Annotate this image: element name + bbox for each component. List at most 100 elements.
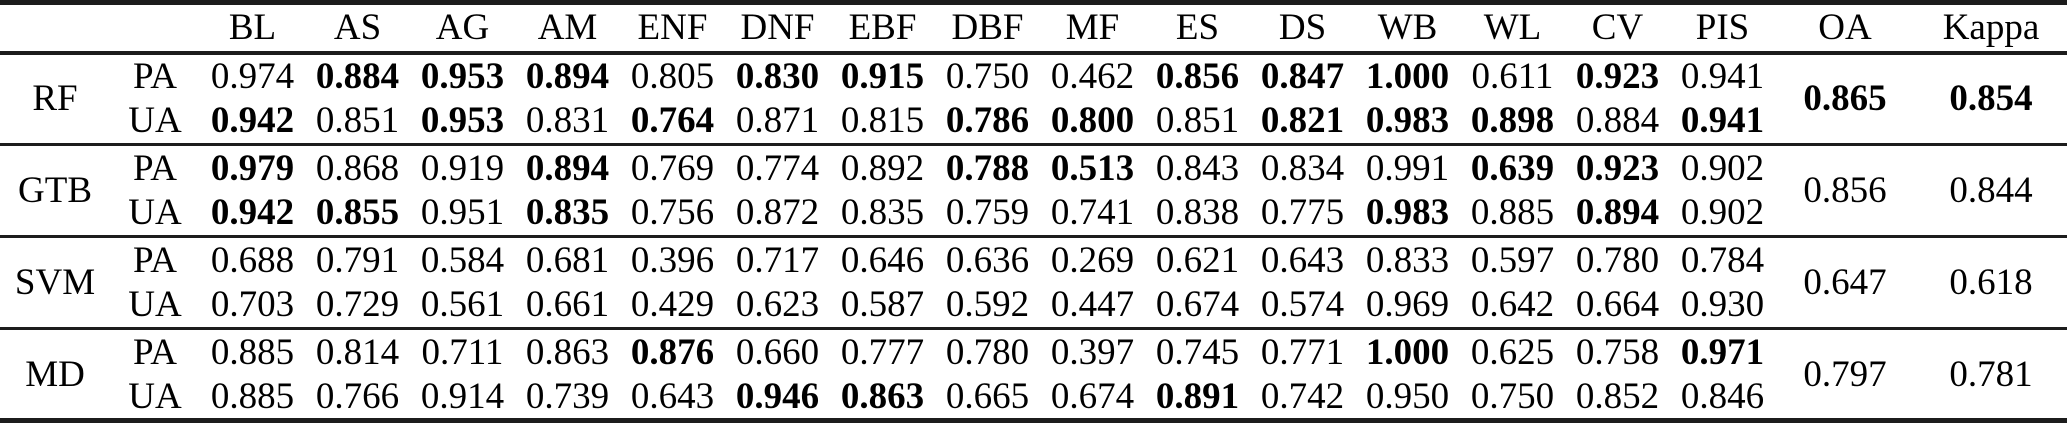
value-cell: 0.775 — [1260, 192, 1345, 234]
column-header-mf: MF — [1040, 2, 1145, 55]
value-cell: 0.953 — [420, 100, 505, 142]
value-cell: 0.574 — [1260, 284, 1345, 326]
value-cell: 0.894 — [525, 56, 610, 97]
value-cell: 0.513 — [1040, 143, 1145, 191]
table-header: BL AS AG AM ENF DNF EBF DBF MF ES DS WB WL CV PIS OA Kap… — [0, 2, 2067, 55]
value-cell: 0.923 — [1565, 143, 1670, 191]
value-cell: 0.664 — [1575, 284, 1660, 326]
metric-label: UA — [128, 100, 182, 142]
value-cell: 0.429 — [630, 284, 715, 326]
value-cell: 0.835 — [840, 192, 925, 234]
value-cell: 0.884 — [1575, 100, 1660, 142]
column-header-kappa: Kappa — [1915, 2, 2067, 55]
value-cell: 0.991 — [1355, 143, 1460, 191]
table-row-rf-pa: RF PA 0.974 0.884 0.953 0.894 0.805 0.830 0.915 0… — [0, 53, 2067, 119]
value-cell: 0.621 — [1145, 235, 1250, 283]
value-cell: 0.815 — [840, 100, 925, 142]
value-cell: 0.953 — [420, 56, 505, 97]
column-header-ag: AG — [410, 2, 515, 55]
kappa-value-cell: 0.844 — [1915, 143, 2067, 237]
value-cell: 0.623 — [735, 284, 820, 326]
oa-value-cell: 0.797 — [1775, 327, 1915, 421]
value-cell: 0.587 — [840, 284, 925, 326]
value-cell: 0.462 — [1050, 56, 1135, 97]
value-cell: 0.643 — [1250, 235, 1355, 283]
kappa-value-cell: 0.618 — [1915, 235, 2067, 329]
value-cell: 0.786 — [945, 100, 1030, 142]
column-header-as: AS — [305, 2, 410, 55]
value-cell: 0.742 — [1260, 375, 1345, 417]
value-cell: 0.838 — [1155, 192, 1240, 234]
value-cell: 0.983 — [1365, 192, 1450, 234]
value-cell: 0.611 — [1471, 56, 1554, 97]
metric-label: PA — [110, 235, 200, 283]
value-cell: 0.396 — [620, 235, 725, 283]
value-cell: 0.660 — [725, 327, 830, 375]
value-cell: 0.846 — [1680, 375, 1765, 417]
value-cell: 0.941 — [1680, 56, 1765, 97]
column-header-wl: WL — [1460, 2, 1565, 55]
value-cell: 0.769 — [620, 143, 725, 191]
table-row-rf-ua: UA 0.942 0.851 0.953 0.831 0.764 0.871 0.815 0.7… — [0, 99, 2067, 145]
value-cell: 0.791 — [305, 235, 410, 283]
value-cell: 0.756 — [630, 192, 715, 234]
value-cell: 0.639 — [1460, 143, 1565, 191]
value-cell: 0.814 — [305, 327, 410, 375]
value-cell: 0.636 — [935, 235, 1040, 283]
value-cell: 0.855 — [315, 192, 400, 234]
value-cell: 0.902 — [1670, 143, 1775, 191]
value-cell: 0.851 — [1155, 100, 1240, 142]
value-cell: 0.843 — [1145, 143, 1250, 191]
value-cell: 0.674 — [1050, 375, 1135, 417]
value-cell: 0.788 — [935, 143, 1040, 191]
value-cell: 0.923 — [1575, 56, 1660, 97]
value-cell: 0.863 — [840, 375, 925, 417]
value-cell: 0.831 — [525, 100, 610, 142]
value-cell: 0.830 — [735, 56, 820, 97]
kappa-value-cell: 0.854 — [1949, 78, 2033, 120]
metric-label: PA — [110, 327, 200, 375]
metric-label: UA — [128, 192, 182, 234]
model-label-rf: RF — [32, 78, 78, 120]
table-row-svm-pa: SVM PA 0.688 0.791 0.584 0.681 0.396 0.717 0.646… — [0, 235, 2067, 329]
value-cell: 0.592 — [945, 284, 1030, 326]
value-cell: 0.885 — [200, 327, 305, 375]
value-cell: 0.774 — [725, 143, 830, 191]
value-cell: 0.872 — [735, 192, 820, 234]
value-cell: 0.646 — [830, 235, 935, 283]
value-cell: 0.397 — [1040, 327, 1145, 375]
value-cell: 0.764 — [630, 100, 715, 142]
value-cell: 0.625 — [1460, 327, 1565, 375]
value-cell: 0.597 — [1460, 235, 1565, 283]
value-cell: 0.745 — [1145, 327, 1250, 375]
value-cell: 0.871 — [735, 100, 820, 142]
value-cell: 0.969 — [1365, 284, 1450, 326]
value-cell: 0.821 — [1260, 100, 1345, 142]
column-header-cv: CV — [1565, 2, 1670, 55]
metric-label: UA — [128, 375, 182, 417]
value-cell: 0.269 — [1040, 235, 1145, 283]
value-cell: 0.643 — [630, 375, 715, 417]
value-cell: 0.688 — [200, 235, 305, 283]
value-cell: 0.894 — [1575, 192, 1660, 234]
value-cell: 0.717 — [725, 235, 830, 283]
metric-label: PA — [110, 143, 200, 191]
value-cell: 0.834 — [1250, 143, 1355, 191]
value-cell: 0.750 — [1470, 375, 1555, 417]
column-header-dnf: DNF — [725, 2, 830, 55]
value-cell: 0.979 — [200, 143, 305, 191]
value-cell: 0.777 — [830, 327, 935, 375]
value-cell: 0.642 — [1470, 284, 1555, 326]
value-cell: 0.771 — [1250, 327, 1355, 375]
value-cell: 0.759 — [945, 192, 1030, 234]
metric-label: UA — [128, 284, 182, 326]
value-cell: 0.915 — [840, 56, 925, 97]
value-cell: 0.863 — [515, 327, 620, 375]
value-cell: 0.884 — [315, 56, 400, 97]
oa-value-cell: 0.647 — [1775, 235, 1915, 329]
value-cell: 0.951 — [420, 192, 505, 234]
value-cell: 0.885 — [1470, 192, 1555, 234]
value-cell: 0.447 — [1050, 284, 1135, 326]
value-cell: 0.930 — [1680, 284, 1765, 326]
value-cell: 0.561 — [420, 284, 505, 326]
